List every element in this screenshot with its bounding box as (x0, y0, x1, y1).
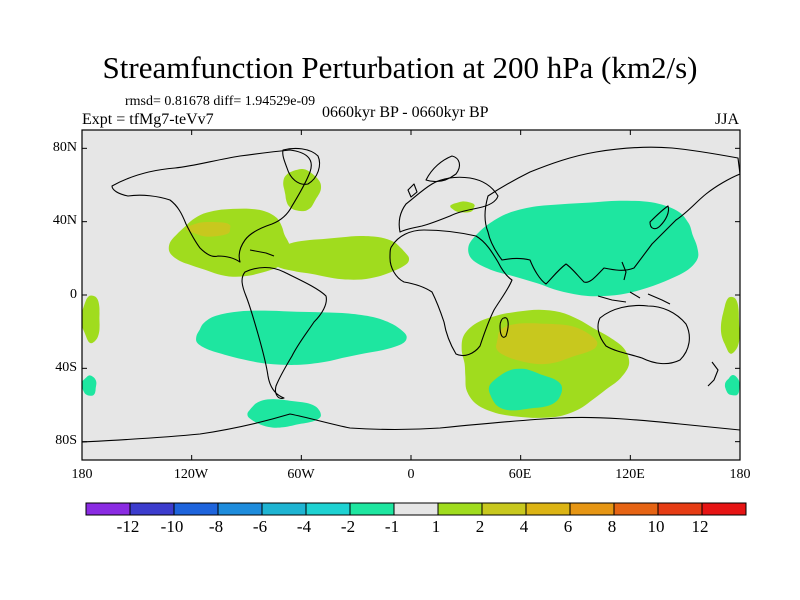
lon-tick-label: 180 (71, 467, 93, 482)
lat-tick-label: 80S (55, 433, 77, 448)
colorbar-label: -4 (296, 517, 312, 536)
colorbar-label: -12 (116, 517, 140, 536)
lat-tick-label: 40N (52, 213, 77, 228)
colorbar-box (85, 502, 131, 516)
lon-tick-label: 0 (407, 467, 415, 482)
contour-region-southern-ocean-negative-east (488, 368, 563, 411)
lat-tick-label: 40S (55, 360, 77, 375)
coastline-madagascar (499, 317, 509, 338)
colorbar-box (525, 502, 571, 516)
colorbar-box (657, 502, 703, 516)
colorbar-label: 8 (607, 517, 617, 536)
coastline-philippines (621, 261, 627, 281)
coastline-cuba (249, 249, 275, 257)
colorbar-box (129, 502, 175, 516)
lat-tick-label: 0 (70, 287, 77, 302)
contour-region-labrador-anomaly (283, 168, 322, 212)
contour-region-south-atlantic-negative (196, 310, 407, 365)
colorbar-label: 2 (475, 517, 485, 536)
contour-region-south-indian-core (496, 323, 598, 365)
colorbar-label: 12 (691, 517, 709, 536)
colorbar-box (173, 502, 219, 516)
contour-region-south-edge-negative-west (82, 375, 97, 396)
experiment-label: Expt = tfMg7-teVv7 (82, 111, 214, 128)
lon-tick-label: 180 (729, 467, 751, 482)
coastline-scandinavia (425, 155, 461, 183)
colorbar-box (261, 502, 307, 516)
colorbar-label: 6 (563, 517, 573, 536)
colorbar-box (217, 502, 263, 516)
coastline-africa (389, 229, 513, 357)
colorbar-box (613, 502, 659, 516)
rmsd-diff-stats: rmsd= 0.81678 diff= 1.94529e-09 (125, 94, 316, 109)
lon-tick-label: 60E (508, 467, 532, 482)
colorbar-label: 4 (519, 517, 529, 536)
colorbar-label: -10 (160, 517, 184, 536)
lon-tick-label: 120E (615, 467, 645, 482)
coastline-australia (597, 304, 690, 365)
contour-region-atlantic-north-anomaly (271, 235, 410, 280)
contour-region-west-pacific-edge (82, 295, 100, 344)
coastline-greenland (282, 147, 321, 185)
colorbar-box (437, 502, 483, 516)
contour-region-south-edge-negative-east (724, 374, 740, 396)
map-background (82, 130, 740, 460)
lon-tick-label: 60W (287, 467, 315, 482)
contour-region-east-pacific-north-core (186, 222, 231, 237)
axis-ticks (81, 130, 741, 460)
coastline-new-zealand (707, 361, 719, 387)
colorbar-box (701, 502, 747, 516)
contour-region-asia-negative (468, 200, 699, 297)
colorbar-label: -8 (208, 517, 224, 536)
colorbar-box (569, 502, 615, 516)
coastline-asia (484, 146, 740, 285)
colorbar-box (305, 502, 351, 516)
coastline-south-america (241, 266, 327, 399)
colorbar-box (349, 502, 395, 516)
coastline-indonesia (597, 291, 671, 305)
colorbar-box (393, 502, 439, 516)
colorbar-label: -6 (252, 517, 268, 536)
colorbar (85, 502, 747, 516)
colorbar-label: -2 (340, 517, 356, 536)
coastline-layer (82, 146, 740, 443)
lat-tick-label: 80N (52, 140, 77, 155)
coastline-japan (649, 205, 670, 230)
lon-tick-label: 120W (173, 467, 209, 482)
coastline-antarctica (82, 413, 740, 443)
coastline-britain (407, 183, 418, 198)
season-label: JJA (715, 111, 740, 128)
coastline-north-america (111, 149, 312, 263)
period-label: 0660kyr BP - 0660kyr BP (322, 104, 489, 121)
plot-title: Streamfunction Perturbation at 200 hPa (… (102, 50, 698, 85)
colorbar-label: 1 (431, 517, 441, 536)
colorbar-label: 10 (647, 517, 665, 536)
colorbar-label: -1 (384, 517, 400, 536)
contour-region-east-edge-positive (720, 296, 740, 354)
colorbar-box (481, 502, 527, 516)
coastline-europe (398, 176, 499, 233)
